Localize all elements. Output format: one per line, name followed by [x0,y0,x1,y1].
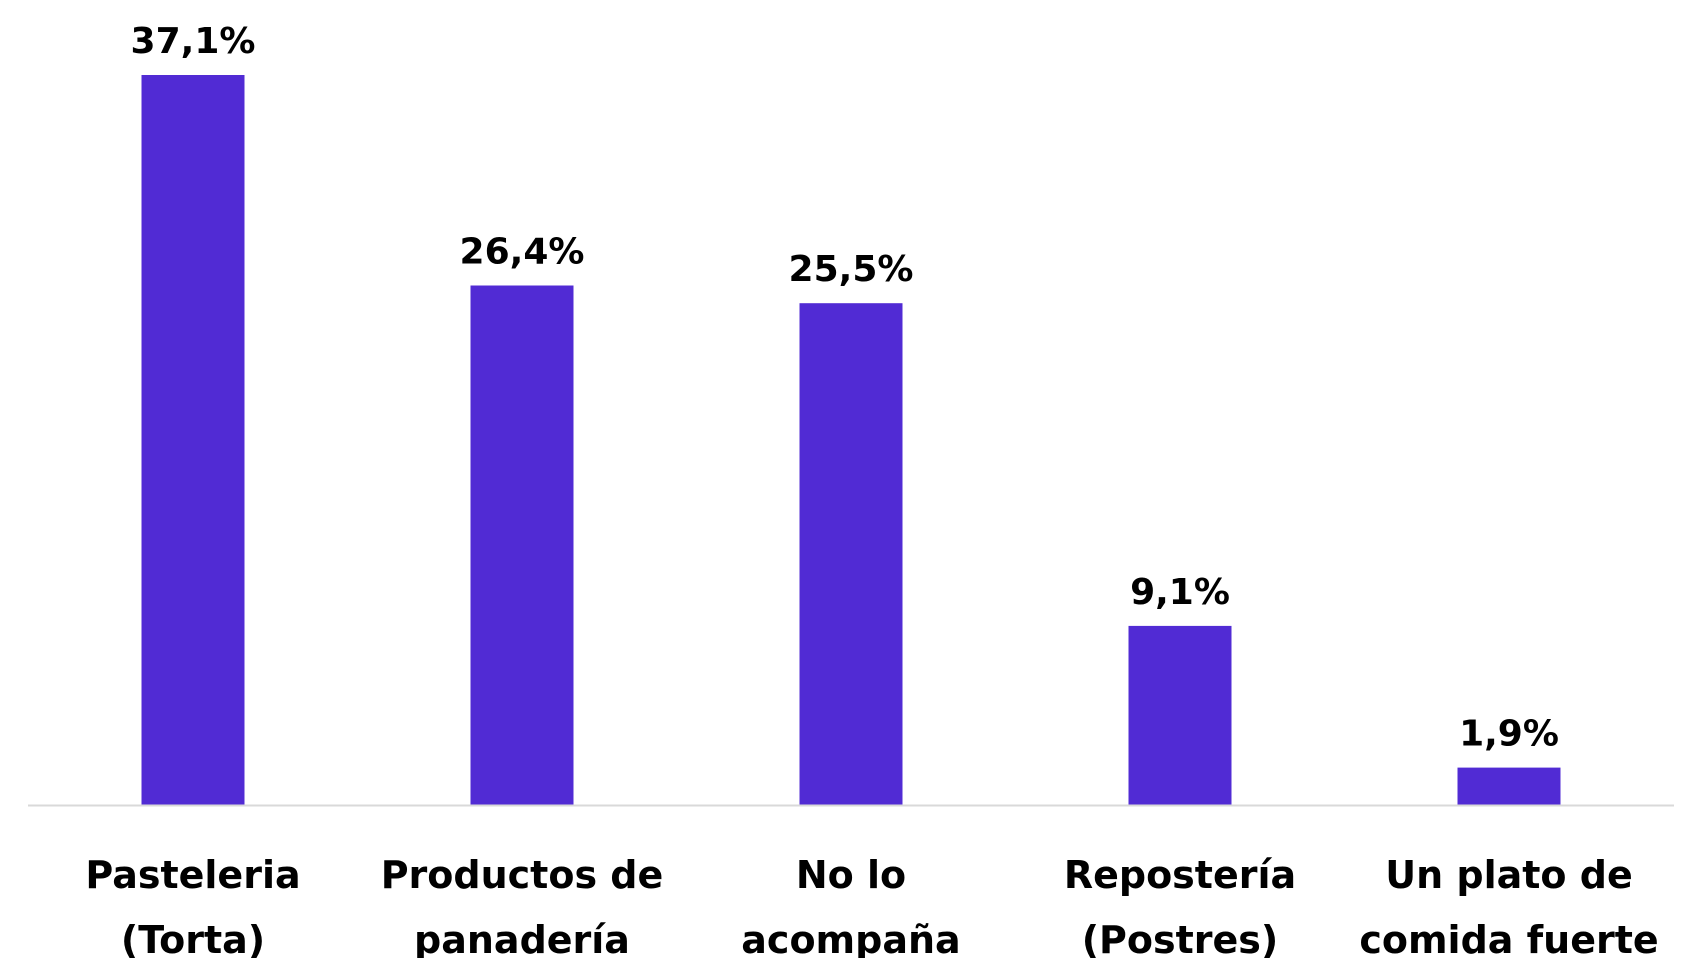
bars-layer [141,75,1561,805]
category-label-line: (Torta) [121,918,265,958]
bar-3 [1128,625,1232,805]
category-label-line: (Postres) [1082,918,1279,958]
bar-1 [470,285,574,805]
category-labels-layer: Pasteleria (Torta) Productos de panadería No… [85,853,1658,962]
category-label-0: Pasteleria (Torta) [85,853,300,958]
category-label-line: panadería [414,918,630,958]
category-label-line: Un plato de [1385,853,1632,897]
category-label-2: No lo acompaña [741,853,960,958]
data-label-4: 1,9% [1459,714,1559,755]
data-label-0: 37,1% [131,21,256,62]
bar-4 [1457,767,1561,805]
category-label-line: comida fuerte [1359,918,1658,958]
bar-2 [799,303,903,805]
category-label-3: Repostería (Postres) [1064,853,1296,958]
category-label-line: Pasteleria [85,853,300,897]
category-label-line: acompaña [741,918,960,958]
data-label-1: 26,4% [460,232,585,273]
category-label-4: Un plato de comida fuerte [1359,853,1658,958]
category-label-line: Productos de [381,853,664,897]
category-label-line: No lo [796,853,906,897]
category-label-1: Productos de panadería [381,853,664,958]
bar-0 [141,75,245,805]
value-labels-layer: 37,1% 26,4% 25,5% 9,1% 1,9% [131,21,1559,755]
data-label-2: 25,5% [789,249,914,290]
data-label-3: 9,1% [1130,572,1230,613]
category-label-line: Repostería [1064,853,1296,897]
